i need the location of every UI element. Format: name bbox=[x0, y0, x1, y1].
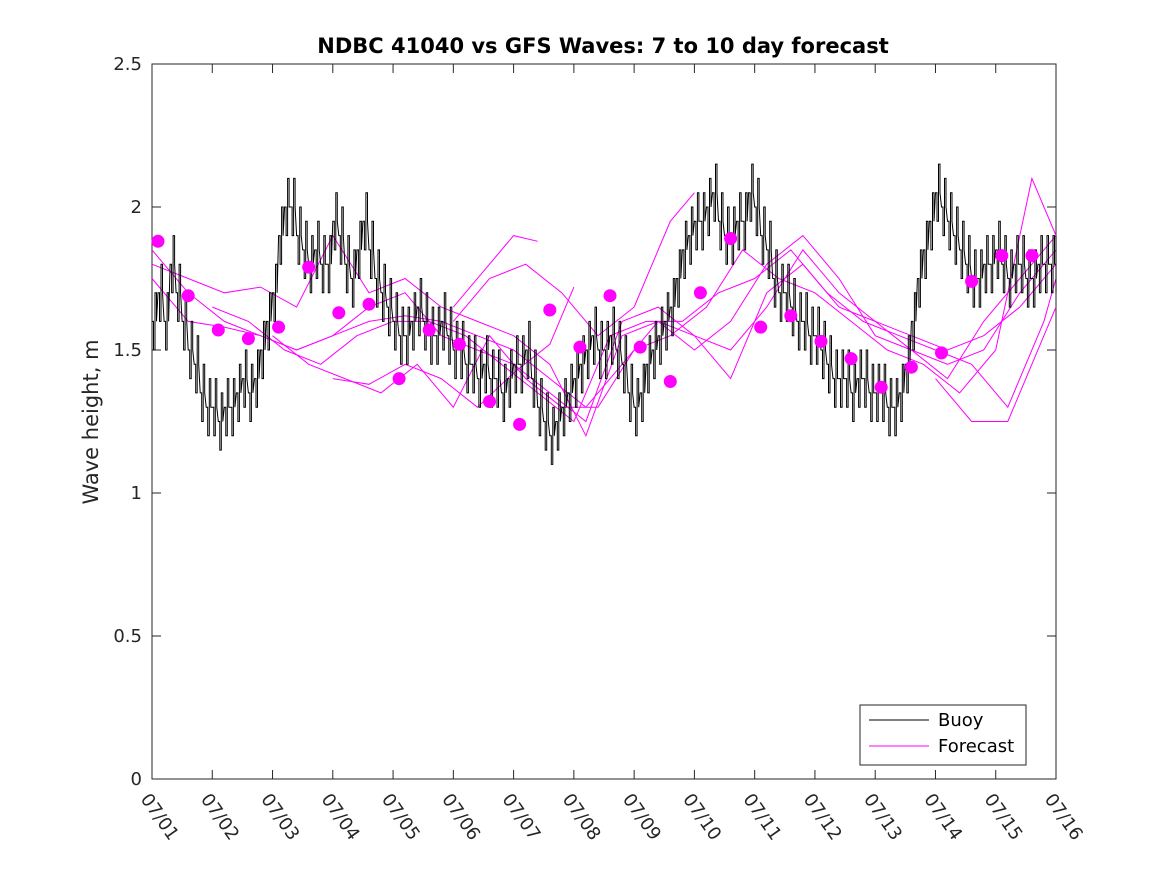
x-tick-label: 07/01 bbox=[136, 790, 183, 845]
forecast-marker bbox=[844, 352, 858, 366]
buoy-line bbox=[152, 163, 1057, 465]
forecast-marker bbox=[935, 346, 948, 360]
x-tick-label: 07/10 bbox=[678, 790, 725, 845]
y-tick-label: 0 bbox=[131, 769, 142, 790]
y-tick-label: 1 bbox=[131, 483, 142, 504]
forecast-marker bbox=[754, 320, 768, 334]
forecast-marker bbox=[603, 289, 617, 303]
forecast-marker bbox=[784, 309, 798, 323]
legend-label-buoy: Buoy bbox=[938, 710, 984, 731]
x-tick-label: 07/03 bbox=[256, 790, 303, 845]
x-tick-label: 07/08 bbox=[558, 790, 605, 845]
x-tick-label: 07/05 bbox=[377, 790, 424, 845]
forecast-marker bbox=[693, 286, 707, 300]
x-tick-label: 07/06 bbox=[437, 790, 484, 845]
forecast-marker bbox=[513, 417, 527, 431]
x-tick-label: 07/12 bbox=[799, 790, 846, 845]
forecast-line bbox=[452, 235, 538, 308]
forecast-line bbox=[272, 176, 1057, 409]
forecast-line bbox=[935, 306, 1057, 422]
forecast-marker bbox=[663, 375, 677, 388]
x-tick-label: 07/14 bbox=[919, 790, 966, 845]
forecast-marker bbox=[573, 340, 587, 354]
forecast-line bbox=[212, 249, 1057, 423]
chart-title: NDBC 41040 vs GFS Waves: 7 to 10 day for… bbox=[317, 34, 888, 58]
forecast-marker bbox=[241, 332, 255, 346]
x-tick-label: 07/13 bbox=[859, 790, 906, 845]
forecast-lines bbox=[151, 176, 1057, 438]
forecast-marker bbox=[543, 303, 557, 317]
forecast-marker bbox=[181, 289, 195, 303]
forecast-marker bbox=[362, 297, 376, 311]
y-tick-label: 2 bbox=[131, 197, 142, 218]
x-tick-label: 07/07 bbox=[498, 790, 545, 845]
y-axis-title: Wave height, m bbox=[79, 339, 103, 504]
x-tick-label: 07/02 bbox=[196, 790, 243, 845]
x-tick-label: 07/11 bbox=[739, 790, 786, 845]
forecast-marker bbox=[151, 234, 165, 248]
y-tick-label: 2.5 bbox=[113, 54, 142, 75]
forecast-marker bbox=[483, 395, 496, 408]
forecast-marker bbox=[724, 232, 738, 245]
forecast-line bbox=[452, 192, 695, 337]
legend-box bbox=[859, 704, 1027, 766]
forecast-line bbox=[151, 234, 1057, 438]
forecast-marker bbox=[874, 380, 888, 394]
forecast-line bbox=[151, 263, 1057, 423]
x-tick-label: 07/15 bbox=[980, 790, 1027, 845]
forecast-markers bbox=[151, 232, 1039, 431]
y-tick-label: 1.5 bbox=[113, 340, 142, 361]
forecast-marker bbox=[211, 323, 225, 337]
forecast-marker bbox=[633, 340, 647, 354]
x-tick-label: 07/04 bbox=[317, 790, 364, 845]
forecast-marker bbox=[814, 334, 828, 348]
x-tick-label: 07/09 bbox=[618, 790, 665, 845]
axes-box bbox=[151, 63, 1057, 780]
legend-label-forecast: Forecast bbox=[938, 736, 1014, 757]
buoy-line-layer bbox=[152, 163, 1057, 465]
x-tick-label: 07/16 bbox=[1040, 790, 1087, 845]
forecast-marker bbox=[965, 274, 979, 288]
forecast-line bbox=[332, 286, 575, 408]
forecast-marker bbox=[904, 360, 918, 374]
forecast-marker bbox=[995, 249, 1009, 263]
forecast-marker bbox=[422, 323, 436, 337]
forecast-marker bbox=[332, 306, 346, 320]
y-tick-label: 0.5 bbox=[113, 626, 142, 647]
legend: Buoy Forecast bbox=[859, 704, 1027, 766]
forecast-marker bbox=[452, 337, 466, 351]
forecast-marker bbox=[392, 372, 406, 386]
forecast-marker bbox=[1025, 249, 1039, 263]
forecast-marker bbox=[302, 260, 316, 274]
forecast-marker bbox=[272, 320, 286, 334]
